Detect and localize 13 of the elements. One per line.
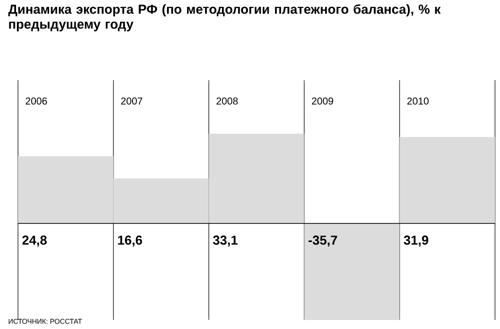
bar	[304, 223, 400, 320]
bar	[400, 137, 496, 224]
data-label: 33,1	[213, 236, 238, 247]
x-tick-label: 2006	[26, 98, 47, 105]
x-tick-label: 2007	[121, 98, 142, 105]
data-label: 16,6	[118, 236, 142, 247]
chart-title: Динамика экспорта РФ (по методологии платежного баланса), % к предыдущему году	[8, 4, 441, 32]
data-label: 31,9	[404, 236, 428, 247]
x-tick-label: 2009	[312, 98, 334, 105]
x-tick-label: 2010	[407, 98, 429, 105]
x-tick-label: 2008	[216, 98, 238, 105]
data-label: -35,7	[308, 236, 338, 247]
data-label: 24,8	[22, 236, 47, 247]
